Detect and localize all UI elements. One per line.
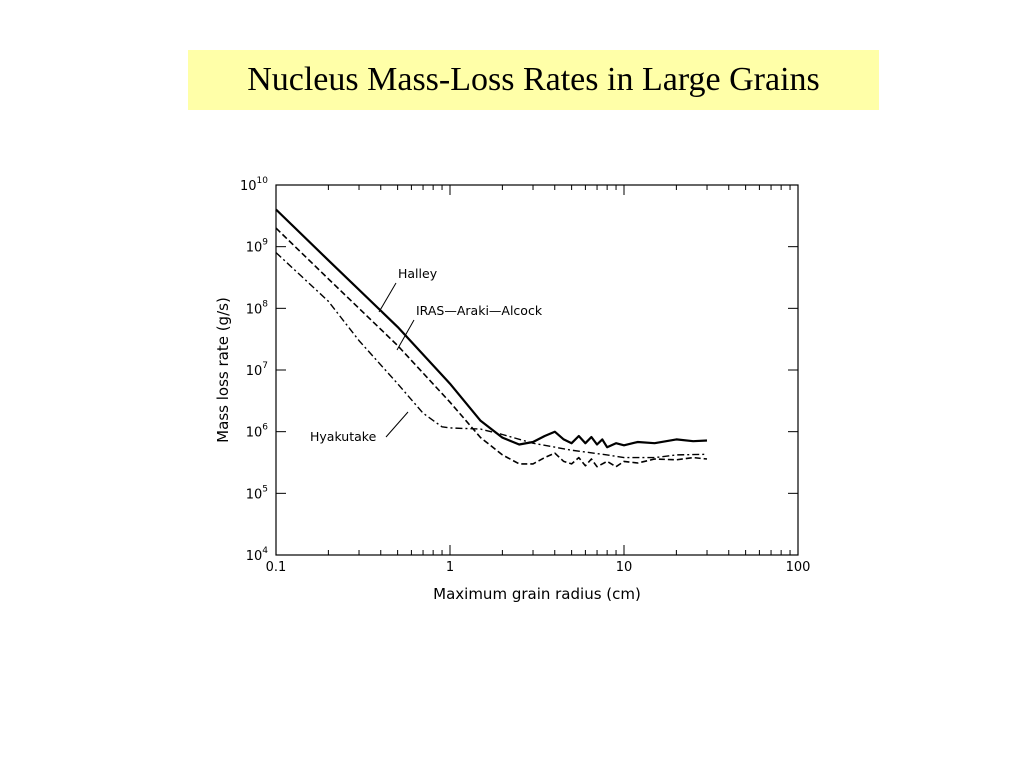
series-line-hyakutake (275, 252, 708, 459)
annotation-halley: Halley (398, 266, 438, 281)
y-tick-label: 109 (246, 238, 269, 256)
annotation-leader-hyakutake (385, 411, 409, 438)
annotation-leader-iras-araki-alcock (396, 319, 415, 351)
annotation-hyakutake: Hyakutake (310, 429, 377, 444)
axis-ticks (276, 185, 798, 555)
x-tick-label: 10 (616, 560, 633, 575)
annotations: Halley IRAS—Araki—Alcock Hyakutake (310, 266, 543, 444)
series-line-halley (275, 208, 708, 449)
slide-title-box: Nucleus Mass-Loss Rates in Large Grains (188, 50, 879, 110)
plot-frame (275, 184, 799, 556)
y-tick-label: 1010 (240, 176, 268, 194)
x-tick-label: 100 (786, 560, 811, 575)
y-tick-label: 105 (246, 484, 268, 502)
x-tick-label: 0.1 (266, 560, 287, 575)
y-tick-label: 106 (246, 423, 269, 441)
annotation-iras-araki-alcock: IRAS—Araki—Alcock (416, 303, 543, 318)
y-tick-label: 108 (246, 299, 269, 317)
x-tick-label: 1 (446, 560, 454, 575)
y-tick-label: 104 (246, 546, 269, 564)
annotation-leader-halley (378, 282, 397, 313)
y-tick-label: 107 (246, 361, 268, 379)
x-axis-label: Maximum grain radius (cm) (433, 585, 641, 603)
series-lines (275, 208, 708, 468)
slide-title: Nucleus Mass-Loss Rates in Large Grains (247, 61, 820, 98)
y-axis-label: Mass loss rate (g/s) (214, 297, 232, 443)
axis-tick-labels: 0.1 1 10 100 104 105 106 107 108 109 1010 (240, 176, 810, 575)
